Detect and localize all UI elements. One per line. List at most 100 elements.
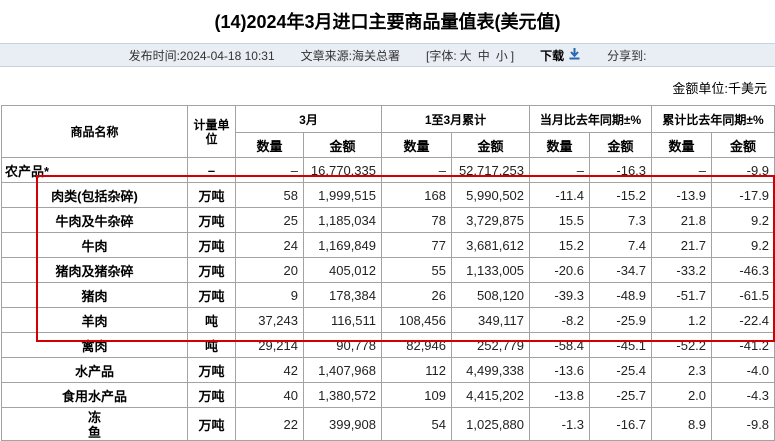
unit-cell: 万吨 [187, 182, 236, 208]
value-cell: -61.5 [711, 282, 775, 308]
value-cell: 20 [235, 257, 304, 283]
table-row: 羊肉吨 37,243 116,511 108,456 349,117 -8.2 -25.9 1… [1, 307, 775, 333]
value-cell: -25.9 [589, 307, 653, 333]
unit-cell: – [187, 157, 236, 183]
value-cell: 109 [381, 382, 452, 408]
table-body: 农产品* – –16,770,335–52,717,253– -16.3– -9.9 肉类… [1, 157, 775, 441]
value-cell: -41.2 [711, 332, 775, 358]
commodity-name: 食用水产品 [1, 382, 188, 408]
value-cell: 40 [235, 382, 304, 408]
value-cell: 4,415,202 [450, 382, 531, 408]
value-cell: 7.3 [589, 207, 653, 233]
value-cell: 3,681,612 [450, 232, 531, 258]
sub-header-quantity: 数量 [651, 132, 713, 158]
value-cell: 9.2 [711, 207, 775, 233]
download-label: 下载 [540, 48, 565, 63]
value-cell: -15.2 [589, 182, 653, 208]
table-row: 冻鱼 万吨 22 399,908 54 1,025,880 -1.3 -16.7 8.9 -9.8 [1, 407, 775, 441]
value-cell: 349,117 [450, 307, 531, 333]
font-size-small[interactable]: 小 [495, 48, 508, 63]
share-label[interactable]: 分享到: [607, 48, 647, 63]
value-cell: 54 [381, 407, 452, 441]
value-cell: 90,778 [303, 332, 382, 358]
value-cell: 24 [235, 232, 304, 258]
value-cell: 8.9 [651, 407, 713, 441]
value-cell: 82,946 [381, 332, 452, 358]
download-link[interactable]: 下载 [540, 47, 581, 64]
table-row: 猪肉 万吨 9 178,384 26 508,120 -39.3 -48.9 -51.7 -61.… [1, 282, 775, 308]
value-cell: 42 [235, 357, 304, 383]
download-icon [568, 47, 581, 63]
value-cell: -13.9 [651, 182, 713, 208]
unit-cell: 万吨 [187, 232, 236, 258]
value-cell: -33.2 [651, 257, 713, 283]
sub-header-amount: 金额 [303, 132, 382, 158]
value-cell: 15.2 [529, 232, 591, 258]
value-cell: -13.6 [529, 357, 591, 383]
value-cell: 399,908 [303, 407, 382, 441]
value-cell: -11.4 [529, 182, 591, 208]
amount-unit-note: 金额单位:千美元 [672, 81, 767, 96]
col-group-month-yoy: 当月比去年同期±% [529, 105, 653, 133]
value-cell: 1,133,005 [450, 257, 531, 283]
page-title: (14)2024年3月进口主要商品量值表(美元值) [214, 12, 561, 32]
value-cell: 1,999,515 [303, 182, 382, 208]
value-cell: 178,384 [303, 282, 382, 308]
value-cell: 7.4 [589, 232, 653, 258]
value-cell: 58 [235, 182, 304, 208]
sub-header-amount: 金额 [589, 132, 653, 158]
unit-cell: 万吨 [187, 407, 236, 441]
col-group-cumulative: 1至3月累计 [380, 105, 531, 133]
value-cell: 1,169,849 [303, 232, 382, 258]
table-row: 牛肉及牛杂碎 万吨 25 1,185,034 78 3,729,875 15.5 7.3 21.… [1, 207, 775, 233]
table-row: 牛肉 万吨 24 1,169,849 77 3,681,612 15.2 7.4 21.7 9.2 [1, 232, 775, 258]
value-cell: 5,990,502 [450, 182, 531, 208]
value-cell: 252,779 [450, 332, 531, 358]
value-cell: 9 [235, 282, 304, 308]
table-row: 水产品 万吨 42 1,407,968 112 4,499,338 -13.6 -25.4 2.… [1, 357, 775, 383]
value-cell: -58.4 [529, 332, 591, 358]
publish-time: 发布时间:2024-04-18 10:31 [128, 48, 275, 63]
value-cell: -46.3 [711, 257, 775, 283]
value-cell: -52.2 [651, 332, 713, 358]
value-cell: -51.7 [651, 282, 713, 308]
value-cell: -8.2 [529, 307, 591, 333]
value-cell: -25.4 [589, 357, 653, 383]
unit-cell: 万吨 [187, 357, 236, 383]
value-cell: -1.3 [529, 407, 591, 441]
table-row: 猪肉及猪杂碎 万吨 20 405,012 55 1,133,005 -20.6 -34.7 -3… [1, 257, 775, 283]
font-size-large[interactable]: 大 [459, 48, 472, 63]
value-cell: 25 [235, 207, 304, 233]
unit-cell: 吨 [187, 332, 236, 358]
col-group-march: 3月 [235, 105, 382, 133]
value-cell: -22.4 [711, 307, 775, 333]
value-cell: 15.5 [529, 207, 591, 233]
value-cell: 168 [381, 182, 452, 208]
value-cell: 55 [381, 257, 452, 283]
font-size-medium[interactable]: 中 [477, 48, 490, 63]
sub-header-quantity: 数量 [381, 132, 452, 158]
value-cell: 29,214 [235, 332, 304, 358]
value-cell: 16,770,335 [303, 157, 382, 183]
value-cell: 108,456 [381, 307, 452, 333]
value-cell: -45.1 [589, 332, 653, 358]
value-cell: 2.0 [651, 382, 713, 408]
value-cell: 21.8 [651, 207, 713, 233]
table-row: 农产品* – –16,770,335–52,717,253– -16.3– -9.9 [1, 157, 775, 183]
commodity-table: 商品名称 计量单位 3月 1至3月累计 当月比去年同期±% 累计比去年同期±% … [1, 105, 775, 441]
table-header: 商品名称 计量单位 3月 1至3月累计 当月比去年同期±% 累计比去年同期±% … [1, 105, 775, 158]
table-row: 肉类(包括杂碎) 万吨 58 1,999,515 168 5,990,502 -11.4 -1… [1, 182, 775, 208]
unit-cell: 万吨 [187, 382, 236, 408]
value-cell: -13.8 [529, 382, 591, 408]
value-cell: 26 [381, 282, 452, 308]
col-group-cum-yoy: 累计比去年同期±% [651, 105, 775, 133]
sub-header-quantity: 数量 [235, 132, 304, 158]
value-cell: 2.3 [651, 357, 713, 383]
value-cell: 21.7 [651, 232, 713, 258]
value-cell: -9.9 [711, 157, 775, 183]
value-cell: -16.3 [589, 157, 653, 183]
col-header-unit: 计量单位 [187, 105, 236, 158]
value-cell: 1,185,034 [303, 207, 382, 233]
commodity-name: 农产品* [1, 157, 188, 183]
commodity-name: 羊肉 [1, 307, 188, 333]
